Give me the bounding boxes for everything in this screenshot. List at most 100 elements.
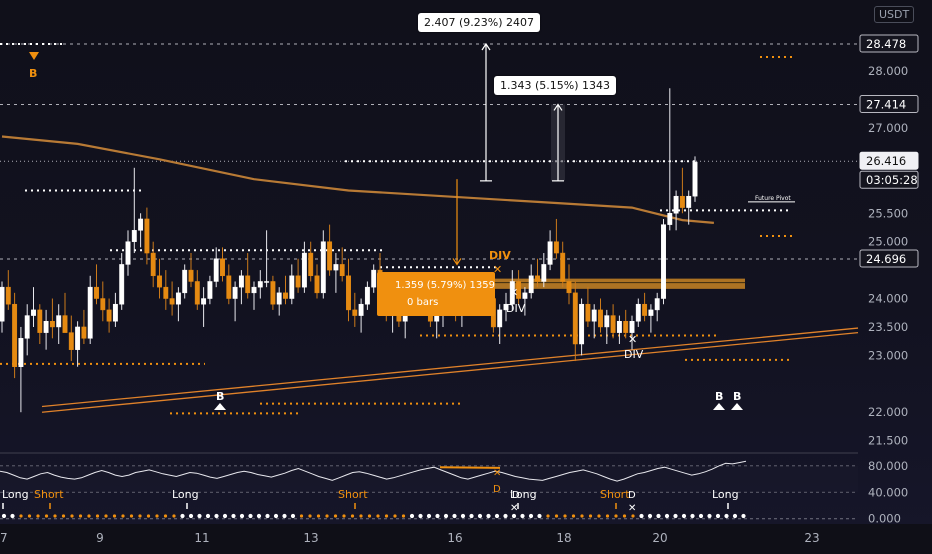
price-badge-1: 27.414 — [859, 94, 919, 113]
measure-label-top: 2.407 (9.23%) 2407 — [418, 13, 541, 32]
osc-d-orange: D — [493, 484, 501, 495]
candle-body — [62, 315, 68, 333]
osc-dot — [316, 514, 321, 518]
candle-body — [18, 338, 24, 367]
osc-orange-seg — [439, 466, 501, 469]
time-tick-label: 9 — [96, 531, 104, 545]
osc-dot — [486, 513, 491, 519]
measure-arrow-0 — [481, 42, 491, 51]
price-badge-box — [859, 151, 919, 170]
osc-dot — [452, 513, 457, 519]
candle-body — [87, 286, 93, 339]
osc-dot — [707, 513, 712, 519]
candle-body — [81, 326, 87, 339]
time-tick-label: 23 — [804, 531, 819, 545]
candle-body — [194, 281, 200, 305]
measure-label-mid: 1.343 (5.15%) 1343 — [494, 76, 617, 95]
position-box[interactable]: 1.359 (5.79%) 1359 0 bars — [377, 272, 495, 316]
candle-body — [497, 309, 503, 328]
osc-dot — [681, 513, 687, 519]
osc-dot — [520, 513, 525, 519]
candle-body — [75, 326, 81, 350]
candle-body — [94, 286, 99, 299]
osc-dot — [511, 513, 517, 519]
price-tick-label: 25.500 — [868, 206, 908, 220]
osc-dot — [70, 514, 74, 518]
candle-body — [169, 298, 175, 305]
candle-body — [623, 321, 629, 333]
candle-body — [352, 309, 358, 316]
osc-dot — [477, 513, 483, 519]
candle-body — [604, 315, 610, 328]
osc-dot — [146, 514, 151, 518]
osc-dot — [44, 514, 49, 518]
trend-line-0 — [41, 327, 859, 408]
candle-body — [251, 286, 257, 294]
osc-dot — [698, 513, 704, 519]
osc-dot — [78, 514, 83, 518]
pane-separator — [0, 452, 858, 454]
candle-body — [528, 275, 534, 294]
osc-dot — [333, 514, 338, 518]
candle-body — [635, 303, 641, 322]
buy-b-label: B — [715, 390, 723, 403]
candle-body — [610, 315, 616, 333]
osc-dot — [350, 514, 355, 518]
candle-body — [535, 275, 540, 282]
time-tick-label: 7 — [0, 531, 8, 545]
osc-tick-label: 40.000 — [868, 485, 908, 499]
osc-dot — [205, 513, 211, 519]
candle-body — [12, 303, 18, 367]
candle-body — [49, 321, 55, 328]
candle-body — [522, 292, 528, 299]
candle-body — [163, 286, 169, 299]
osc-dot — [639, 513, 644, 519]
price-tick-label: 23.000 — [868, 348, 908, 362]
candle-body — [566, 281, 572, 294]
osc-short-label: Short — [34, 488, 64, 501]
price-badge-0: 28.478 — [859, 34, 919, 53]
candle-body — [257, 281, 263, 288]
osc-dot — [614, 514, 618, 518]
osc-dot — [588, 514, 593, 518]
osc-line — [0, 460, 747, 482]
candle-body — [585, 303, 591, 322]
candle-body — [648, 309, 654, 316]
osc-dot — [546, 514, 550, 518]
osc-dot — [367, 514, 372, 518]
osc-dot — [180, 513, 185, 519]
future-pivot-label: Future Pivot — [755, 195, 791, 202]
candle-body — [144, 218, 150, 254]
candle-body — [182, 269, 188, 294]
price-badge-box — [859, 170, 919, 189]
candle-body — [679, 195, 685, 208]
position-box-line2: 0 bars — [407, 297, 439, 308]
candle-body — [301, 252, 307, 288]
candle-body — [207, 281, 213, 299]
candle-body — [220, 258, 225, 277]
time-tick-label: 18 — [556, 531, 571, 545]
osc-dot — [273, 513, 279, 519]
osc-x-white: ✕ — [510, 503, 518, 514]
osc-short-label: Short — [600, 488, 630, 501]
currency-badge[interactable]: USDT — [874, 6, 915, 23]
osc-dot — [435, 513, 440, 519]
price-tick-label: 23.500 — [868, 320, 908, 334]
candle-body — [547, 241, 553, 265]
candle-body — [188, 269, 194, 282]
candle-body — [572, 292, 578, 345]
time-tick-label: 16 — [447, 531, 462, 545]
buy-triangle — [713, 403, 725, 410]
price-tick-label: 25.000 — [868, 235, 908, 249]
osc-long-label: Long — [712, 488, 739, 501]
candle-body — [213, 258, 219, 282]
osc-dot — [647, 513, 653, 519]
candle-body — [591, 309, 597, 322]
candle-body — [289, 275, 295, 299]
osc-dot — [87, 514, 91, 518]
candle-body — [24, 315, 30, 339]
osc-dot — [418, 513, 423, 519]
osc-dot — [460, 513, 466, 519]
